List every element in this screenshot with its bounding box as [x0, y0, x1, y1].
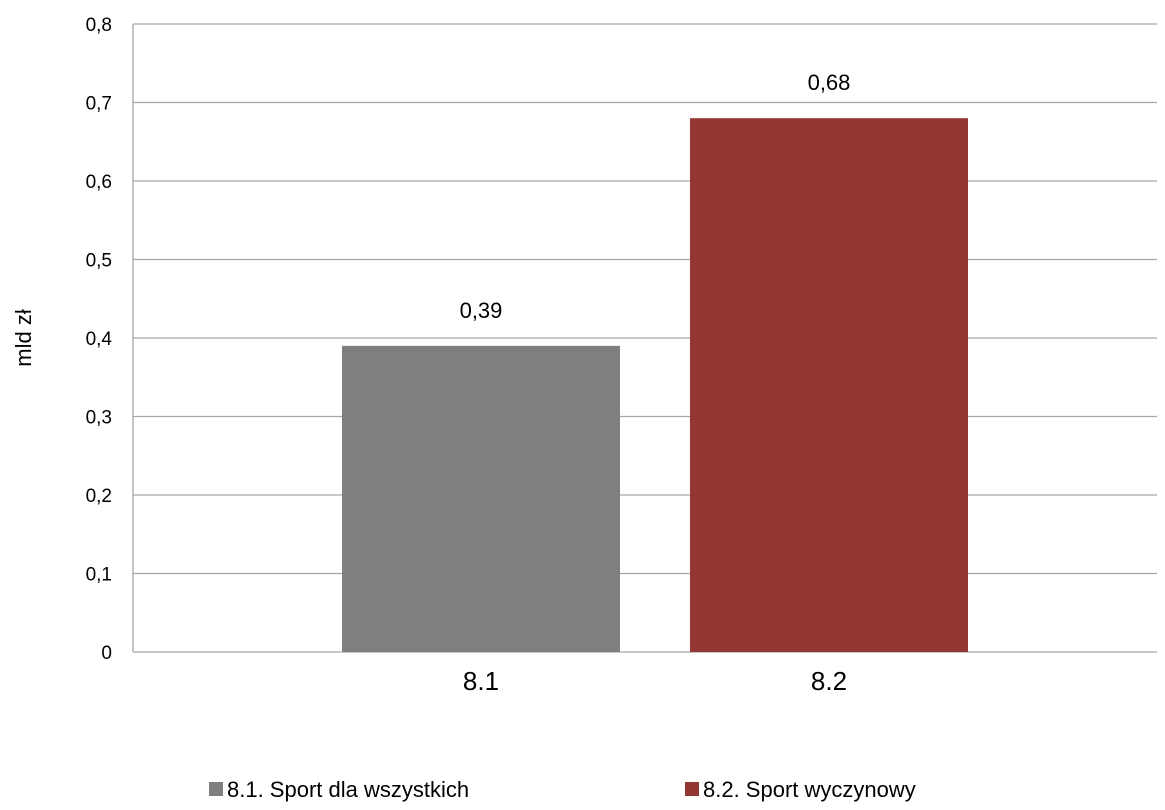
bars: [342, 118, 968, 652]
gridlines: [133, 23, 1157, 653]
y-tick-label: 0,4: [86, 329, 113, 350]
y-tick-label: 0,7: [86, 94, 112, 115]
y-axis-tick-labels: 0 0,1 0,2 0,3 0,4 0,5 0,6 0,7 0,8: [86, 15, 113, 664]
legend-swatch: [209, 782, 223, 796]
legend-label: 8.2. Sport wyczynowy: [703, 777, 916, 802]
data-label: 0,68: [808, 70, 851, 95]
y-tick-label: 0,6: [86, 172, 112, 193]
y-tick-label: 0: [101, 643, 112, 664]
y-tick-label: 0,3: [86, 408, 112, 429]
bar-8-1: [342, 345, 620, 652]
x-tick-label: 8.2: [811, 666, 847, 696]
bar-8-2: [690, 118, 968, 652]
legend-swatch: [685, 782, 699, 796]
y-axis-label: mld zł: [11, 309, 36, 367]
y-tick-label: 0,8: [86, 15, 112, 36]
y-tick-label: 0,1: [86, 565, 112, 586]
data-label: 0,39: [460, 298, 503, 323]
legend-label: 8.1. Sport dla wszystkich: [227, 777, 469, 802]
y-tick-label: 0,5: [86, 251, 112, 272]
x-tick-label: 8.1: [463, 666, 499, 696]
data-labels: 0,39 0,68: [460, 70, 851, 323]
y-tick-label: 0,2: [86, 486, 112, 507]
legend: 8.1. Sport dla wszystkich 8.2. Sport wycz…: [209, 777, 916, 802]
x-axis-tick-labels: 8.1 8.2: [463, 666, 847, 696]
